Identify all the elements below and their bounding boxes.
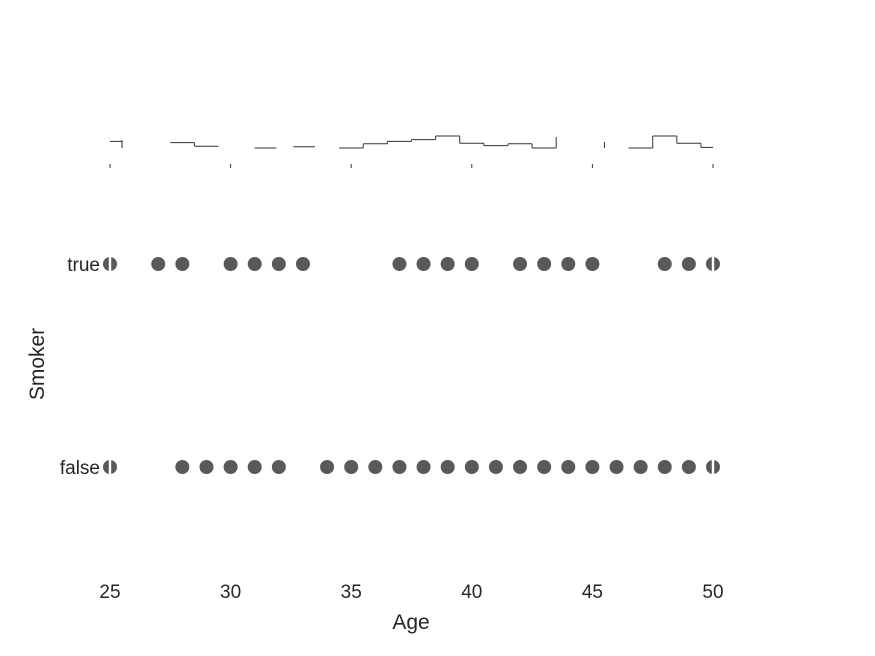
data-point [247,257,262,271]
x-tick-label: 35 [341,582,362,603]
data-point [488,460,503,474]
data-point [368,460,383,474]
data-point [416,460,431,474]
data-point [585,257,600,271]
data-point [657,257,672,271]
marginal-histogram [109,135,714,168]
data-point [416,257,431,271]
data-point [223,257,238,271]
data-point [199,460,214,474]
data-point [440,460,455,474]
data-point [271,460,286,474]
data-point [320,460,335,474]
data-point [681,257,696,271]
x-tick-label: 45 [582,582,603,603]
data-point [537,257,552,271]
data-point [657,460,672,474]
data-point [392,460,407,474]
data-point [513,460,528,474]
x-tick-label: 25 [99,582,120,603]
y-category-labels: true false [60,255,100,479]
x-tick-labels: 25 30 35 40 45 50 [99,582,723,603]
x-tick-label: 30 [220,582,241,603]
data-point [561,257,576,271]
data-point [464,460,479,474]
data-point [706,459,720,475]
data-point [561,460,576,474]
y-axis-label: Smoker [26,328,49,400]
data-point [271,257,286,271]
data-point [295,257,310,271]
x-tick-label: 50 [702,582,723,603]
data-point [175,460,190,474]
data-point [223,460,238,474]
data-point [344,460,359,474]
y-category-label: true [67,255,100,276]
data-point [585,460,600,474]
data-point [537,460,552,474]
x-axis-label: Age [392,611,429,634]
x-tick-label: 40 [461,582,482,603]
y-category-label: false [60,458,100,479]
scatter-points [103,256,720,475]
data-point [103,459,117,475]
data-point [392,257,407,271]
data-point [103,256,117,272]
data-point [175,257,190,271]
data-point [681,460,696,474]
data-point [706,256,720,272]
data-point [464,257,479,271]
data-point [151,257,166,271]
data-point [247,460,262,474]
data-point [513,257,528,271]
data-point [633,460,648,474]
data-point [440,257,455,271]
data-point [609,460,624,474]
